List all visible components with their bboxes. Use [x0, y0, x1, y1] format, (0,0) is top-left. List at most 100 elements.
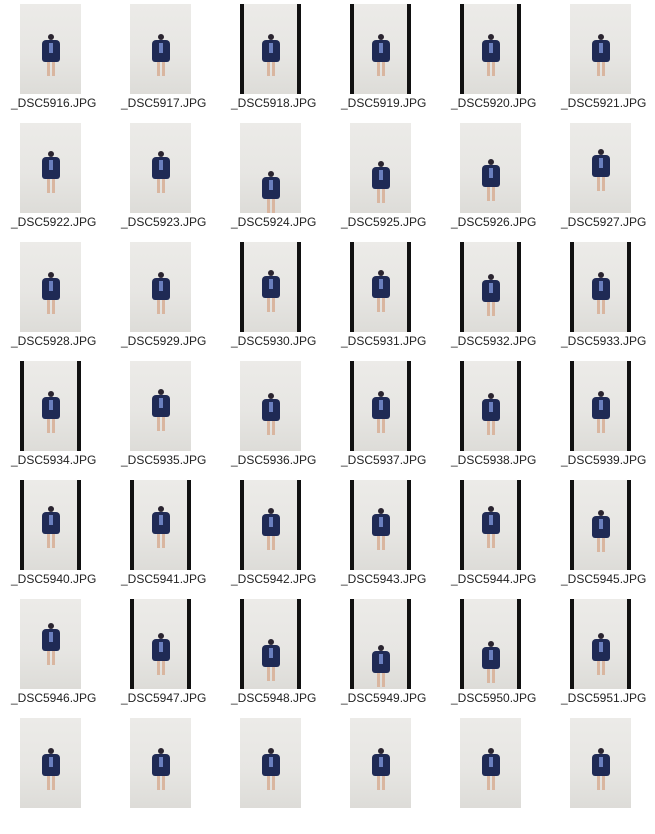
file-tile[interactable]: _DSC5949.JPG	[330, 595, 440, 715]
photo-thumbnail[interactable]	[20, 480, 81, 570]
file-tile[interactable]	[110, 714, 220, 834]
photo-thumbnail[interactable]	[130, 480, 191, 570]
file-tile[interactable]: _DSC5940.JPG	[0, 476, 110, 596]
photo-thumbnail[interactable]	[460, 718, 521, 808]
photo-thumbnail[interactable]	[20, 242, 81, 332]
photo-thumbnail[interactable]	[350, 718, 411, 808]
photo-thumbnail[interactable]	[130, 123, 191, 213]
file-tile[interactable]: _DSC5950.JPG	[440, 595, 550, 715]
file-tile[interactable]: _DSC5920.JPG	[440, 0, 550, 120]
file-tile[interactable]: _DSC5919.JPG	[330, 0, 440, 120]
file-tile[interactable]: _DSC5931.JPG	[330, 238, 440, 358]
figure-coat	[591, 155, 610, 177]
file-tile[interactable]: _DSC5948.JPG	[220, 595, 330, 715]
photo-thumbnail[interactable]	[350, 599, 411, 689]
photo-thumbnail[interactable]	[240, 599, 301, 689]
figure-legs	[156, 179, 165, 193]
photo-thumbnail[interactable]	[460, 480, 521, 570]
photo-thumbnail[interactable]	[570, 4, 631, 94]
file-name-label: _DSC5931.JPG	[341, 334, 427, 348]
photo-thumbnail[interactable]	[20, 361, 81, 451]
photo-thumbnail[interactable]	[570, 480, 631, 570]
file-tile[interactable]: _DSC5942.JPG	[220, 476, 330, 596]
file-tile[interactable]	[550, 714, 655, 834]
photo-thumbnail[interactable]	[240, 361, 301, 451]
letterbox-bar-left	[130, 599, 134, 689]
photo-thumbnail[interactable]	[240, 123, 301, 213]
photo-thumbnail[interactable]	[240, 242, 301, 332]
photo-thumbnail[interactable]	[350, 361, 411, 451]
file-tile[interactable]: _DSC5929.JPG	[110, 238, 220, 358]
figure-coat	[591, 40, 610, 62]
file-tile[interactable]: _DSC5947.JPG	[110, 595, 220, 715]
file-tile[interactable]: _DSC5936.JPG	[220, 357, 330, 477]
file-tile[interactable]: _DSC5930.JPG	[220, 238, 330, 358]
file-tile[interactable]: _DSC5924.JPG	[220, 119, 330, 239]
photo-thumbnail[interactable]	[460, 599, 521, 689]
figure-coat	[591, 278, 610, 300]
file-tile[interactable]: _DSC5945.JPG	[550, 476, 655, 596]
file-tile[interactable]: _DSC5935.JPG	[110, 357, 220, 477]
file-tile[interactable]: _DSC5927.JPG	[550, 119, 655, 239]
file-tile[interactable]: _DSC5917.JPG	[110, 0, 220, 120]
photo-thumbnail[interactable]	[350, 4, 411, 94]
figure-legs	[266, 421, 275, 435]
file-tile[interactable]: _DSC5925.JPG	[330, 119, 440, 239]
photo-thumbnail[interactable]	[460, 4, 521, 94]
file-tile[interactable]: _DSC5944.JPG	[440, 476, 550, 596]
file-tile[interactable]: _DSC5926.JPG	[440, 119, 550, 239]
file-tile[interactable]	[330, 714, 440, 834]
letterbox-bar-right	[407, 242, 411, 332]
file-tile[interactable]: _DSC5922.JPG	[0, 119, 110, 239]
photo-thumbnail[interactable]	[130, 361, 191, 451]
file-tile[interactable]: _DSC5928.JPG	[0, 238, 110, 358]
photo-thumbnail[interactable]	[570, 599, 631, 689]
file-tile[interactable]: _DSC5941.JPG	[110, 476, 220, 596]
file-tile[interactable]: _DSC5938.JPG	[440, 357, 550, 477]
photo-thumbnail[interactable]	[20, 4, 81, 94]
file-tile[interactable]	[440, 714, 550, 834]
photo-thumbnail[interactable]	[350, 242, 411, 332]
file-tile[interactable]	[220, 714, 330, 834]
file-tile[interactable]: _DSC5946.JPG	[0, 595, 110, 715]
photo-thumbnail[interactable]	[570, 242, 631, 332]
file-tile[interactable]: _DSC5951.JPG	[550, 595, 655, 715]
photo-thumbnail[interactable]	[460, 123, 521, 213]
photo-thumbnail[interactable]	[460, 361, 521, 451]
photo-thumbnail[interactable]	[570, 718, 631, 808]
figure-head	[487, 393, 494, 399]
letterbox-bar-right	[627, 480, 631, 570]
photo-thumbnail[interactable]	[350, 123, 411, 213]
file-tile[interactable]: _DSC5916.JPG	[0, 0, 110, 120]
photo-thumbnail[interactable]	[240, 718, 301, 808]
photo-thumbnail[interactable]	[240, 4, 301, 94]
model-figure-icon	[479, 274, 503, 318]
photo-thumbnail[interactable]	[130, 4, 191, 94]
photo-thumbnail[interactable]	[240, 480, 301, 570]
file-tile[interactable]: _DSC5923.JPG	[110, 119, 220, 239]
photo-thumbnail[interactable]	[20, 718, 81, 808]
photo-thumbnail[interactable]	[460, 242, 521, 332]
figure-legs	[376, 62, 385, 76]
file-tile[interactable]: _DSC5934.JPG	[0, 357, 110, 477]
photo-thumbnail[interactable]	[130, 599, 191, 689]
photo-thumbnail[interactable]	[20, 123, 81, 213]
file-tile[interactable]: _DSC5939.JPG	[550, 357, 655, 477]
photo-thumbnail[interactable]	[570, 123, 631, 213]
figure-coat	[261, 276, 280, 298]
letterbox-bar-right	[517, 599, 521, 689]
file-tile[interactable]: _DSC5943.JPG	[330, 476, 440, 596]
photo-thumbnail[interactable]	[350, 480, 411, 570]
file-tile[interactable]: _DSC5918.JPG	[220, 0, 330, 120]
photo-thumbnail[interactable]	[130, 242, 191, 332]
figure-legs	[156, 62, 165, 76]
photo-thumbnail[interactable]	[570, 361, 631, 451]
file-tile[interactable]: _DSC5932.JPG	[440, 238, 550, 358]
file-tile[interactable]: _DSC5921.JPG	[550, 0, 655, 120]
figure-head	[157, 389, 164, 395]
file-tile[interactable]: _DSC5937.JPG	[330, 357, 440, 477]
file-tile[interactable]	[0, 714, 110, 834]
photo-thumbnail[interactable]	[130, 718, 191, 808]
photo-thumbnail[interactable]	[20, 599, 81, 689]
file-tile[interactable]: _DSC5933.JPG	[550, 238, 655, 358]
